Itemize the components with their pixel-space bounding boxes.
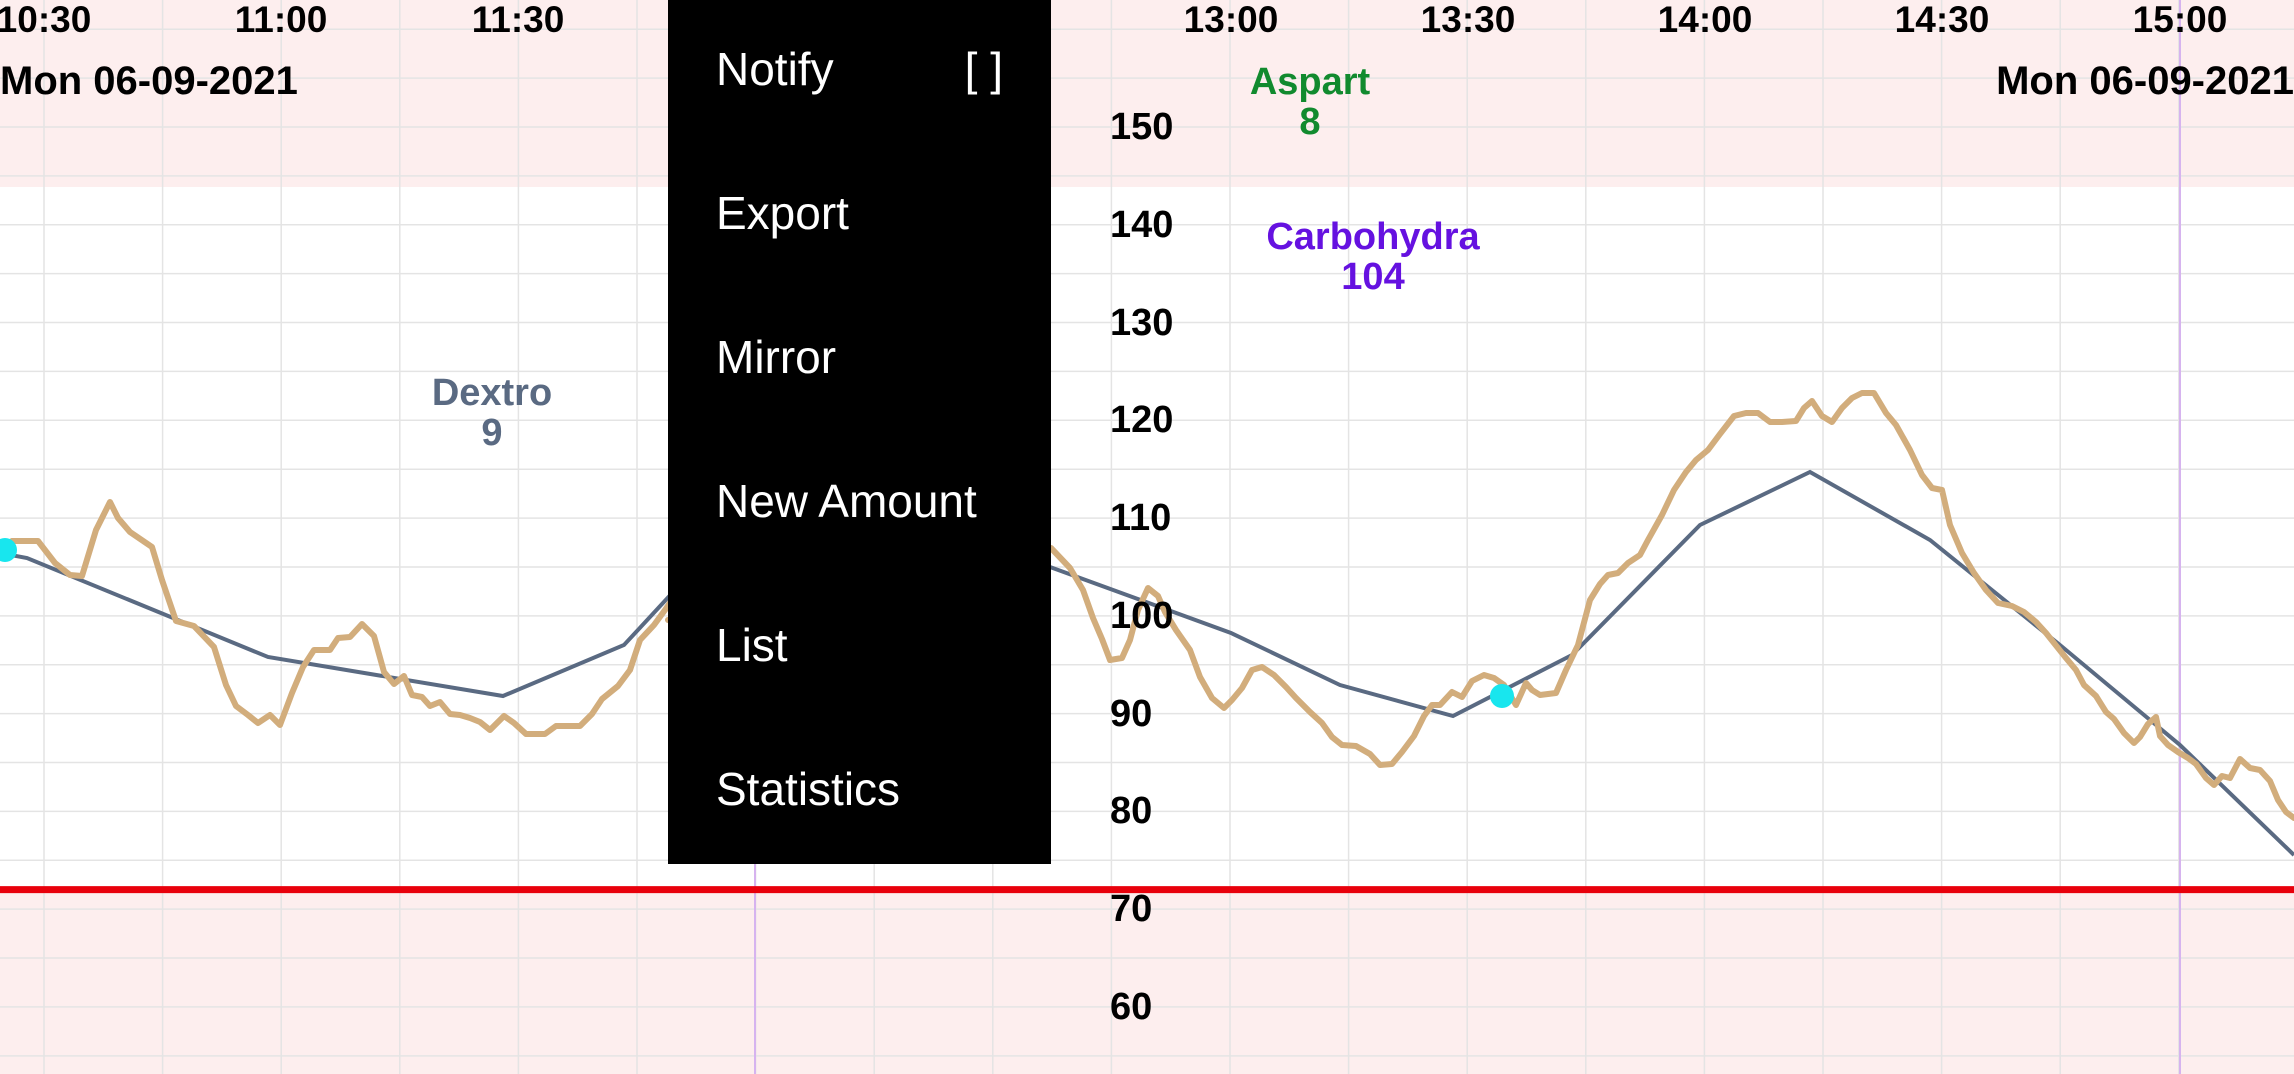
menu-item-list-label: List — [716, 619, 788, 671]
carbs-event-value: 104 — [1341, 256, 1405, 298]
menu-item-new-amount[interactable]: New Amount — [716, 461, 1003, 541]
carbs-event-label[interactable]: Carbohydra 104 — [1266, 217, 1479, 297]
time-label-1330: 13:30 — [1420, 0, 1516, 40]
y-label-80: 80 — [1110, 790, 1153, 832]
menu-item-notify[interactable]: Notify [ ] — [716, 29, 1003, 109]
aspart-event-value: 8 — [1299, 101, 1321, 143]
chart-lines — [0, 390, 2294, 894]
low-range-band — [0, 890, 2294, 1074]
calibration-marker — [0, 538, 17, 562]
carbs-event-name: Carbohydra — [1266, 216, 1480, 258]
notify-checkbox[interactable]: [ ] — [964, 43, 1003, 95]
date-label-right: Mon 06-09-2021 — [1996, 59, 2294, 103]
y-label-70: 70 — [1110, 888, 1153, 930]
aspart-event-name: Aspart — [1249, 61, 1371, 103]
y-label-60: 60 — [1110, 986, 1153, 1028]
aspart-event-label[interactable]: Aspart 8 — [1250, 62, 1370, 142]
menu-item-statistics-label: Statistics — [716, 763, 901, 815]
sensor-line — [665, 390, 2294, 821]
time-label-1400: 14:00 — [1657, 0, 1753, 40]
sensor-line — [0, 499, 675, 737]
time-label-1030: 10:30 — [0, 0, 92, 40]
menu-item-export[interactable]: Export — [716, 173, 1003, 253]
menu-item-mirror[interactable]: Mirror — [716, 317, 1003, 397]
menu-item-statistics[interactable]: Statistics — [716, 749, 1003, 829]
menu-item-export-label: Export — [716, 187, 849, 239]
y-label-100: 100 — [1110, 595, 1174, 637]
time-label-1430: 14:30 — [1894, 0, 1990, 40]
dextro-event-value: 9 — [481, 412, 503, 454]
time-label-1300: 13:00 — [1183, 0, 1279, 40]
time-label-1130: 11:30 — [471, 0, 565, 40]
menu-item-mirror-label: Mirror — [716, 331, 837, 383]
y-label-110: 110 — [1110, 497, 1172, 539]
time-label-1100: 11:00 — [234, 0, 328, 40]
calibration-marker — [1490, 684, 1514, 708]
high-range-band — [0, 0, 2294, 187]
y-label-150: 150 — [1110, 106, 1174, 148]
time-label-1500: 15:00 — [2132, 0, 2228, 40]
y-label-120: 120 — [1110, 399, 1174, 441]
y-label-90: 90 — [1110, 693, 1153, 735]
menu-item-new-amount-label: New Amount — [716, 475, 977, 527]
y-label-140: 140 — [1110, 204, 1174, 246]
menu-item-list[interactable]: List — [716, 605, 1003, 685]
popup-menu: Notify [ ] Export Mirror New Amount List… — [668, 0, 1051, 864]
date-label-left: Mon 06-09-2021 — [0, 59, 298, 103]
dextro-event-label[interactable]: Dextro 9 — [432, 373, 552, 453]
dextro-event-name: Dextro — [431, 372, 553, 414]
y-label-130: 130 — [1110, 302, 1174, 344]
menu-item-notify-label: Notify — [716, 43, 834, 95]
